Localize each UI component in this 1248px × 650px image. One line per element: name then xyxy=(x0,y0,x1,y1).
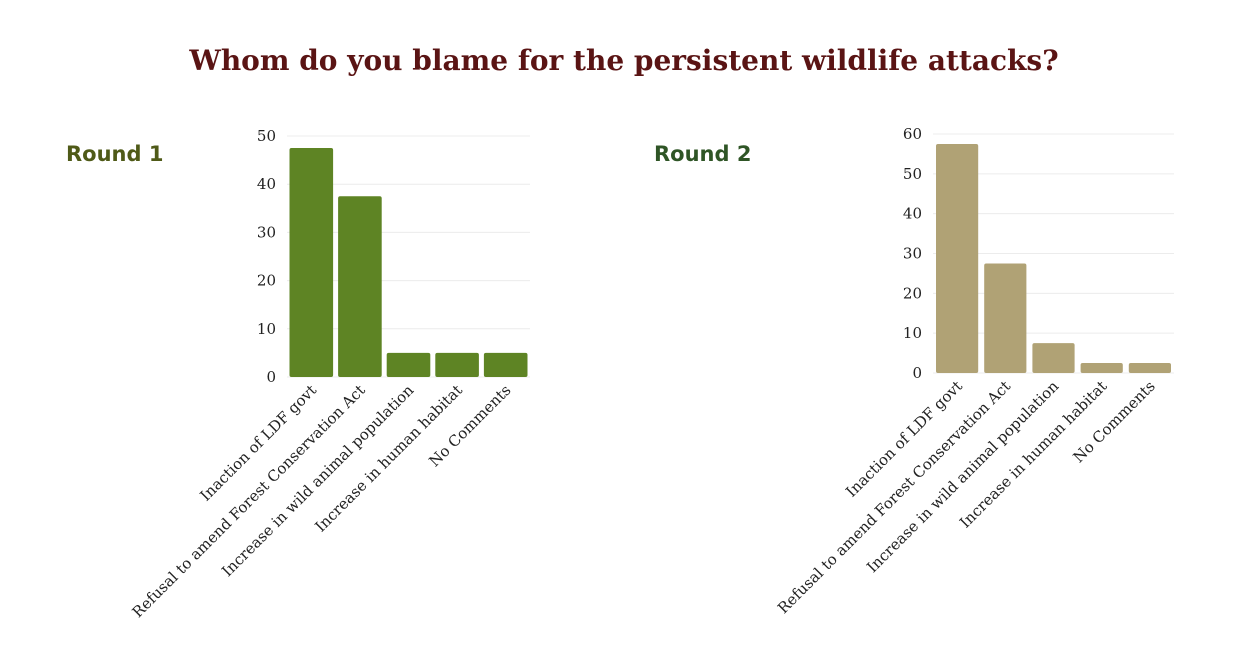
round-2-label: Round 2 xyxy=(654,142,752,166)
y-tick-label: 0 xyxy=(266,368,276,386)
y-tick-label: 0 xyxy=(912,364,922,382)
y-tick-label: 20 xyxy=(903,284,922,302)
y-tick-label: 40 xyxy=(257,175,276,193)
bar xyxy=(1128,363,1171,373)
x-category-label: Increase in wild animal population xyxy=(863,377,1062,576)
y-tick-label: 30 xyxy=(903,245,922,263)
round-1-label: Round 1 xyxy=(66,142,164,166)
bar xyxy=(435,352,479,377)
y-tick-label: 20 xyxy=(257,272,276,290)
bar xyxy=(1080,363,1123,373)
y-tick-label: 10 xyxy=(903,324,922,342)
y-tick-label: 10 xyxy=(257,320,276,338)
bar xyxy=(483,352,528,377)
y-tick-label: 60 xyxy=(903,125,922,143)
bar xyxy=(936,143,979,373)
y-tick-label: 40 xyxy=(903,205,922,223)
bar xyxy=(338,196,382,377)
bar xyxy=(386,352,431,377)
chart-title: Whom do you blame for the persistent wil… xyxy=(189,44,1059,77)
y-tick-label: 50 xyxy=(903,165,922,183)
bar xyxy=(1032,343,1075,373)
bar xyxy=(289,148,334,377)
x-category-label: No Comments xyxy=(1070,377,1159,466)
y-tick-label: 30 xyxy=(257,223,276,241)
bar xyxy=(984,263,1027,373)
y-tick-label: 50 xyxy=(257,127,276,145)
